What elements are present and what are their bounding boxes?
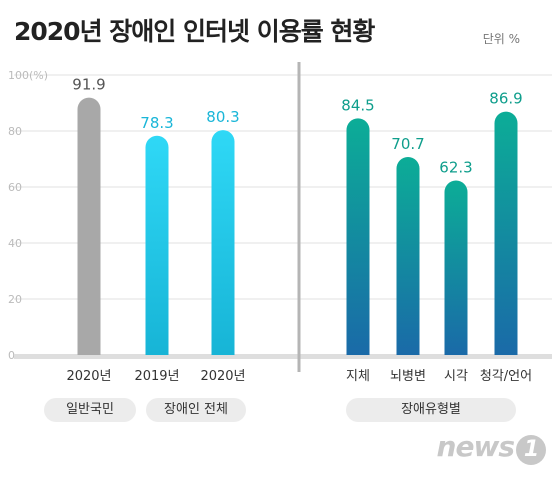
- value-label-2: 78.3: [140, 114, 173, 132]
- category-label-4: 지체: [346, 369, 370, 384]
- bar-2: [145, 135, 169, 355]
- logo-text: news: [436, 430, 515, 463]
- value-label-5: 70.7: [391, 135, 424, 153]
- page-title: 2020년 장애인 인터넷 이용률 현황: [14, 17, 375, 46]
- bar-5: [396, 157, 420, 355]
- bar-4: [346, 118, 370, 355]
- y-tick-label: 80: [8, 125, 22, 138]
- category-label-6: 시각: [444, 369, 468, 384]
- group-label-disability-type: 장애유형별: [346, 398, 516, 422]
- group-label-general: 일반국민: [44, 398, 136, 422]
- y-tick-label: 100(%): [8, 69, 48, 82]
- y-tick-label: 20: [8, 293, 22, 306]
- y-tick-label: 40: [8, 237, 22, 250]
- group-label-disabled-total: 장애인 전체: [146, 398, 246, 422]
- value-label-6: 62.3: [439, 159, 472, 177]
- value-label-3: 80.3: [206, 108, 239, 126]
- value-label-1: 91.9: [72, 76, 105, 94]
- bar-1: [77, 97, 101, 356]
- bar-3: [211, 130, 235, 355]
- logo-mark: 1: [516, 435, 546, 465]
- value-label-4: 84.5: [341, 96, 374, 114]
- category-label-1: 2020년: [66, 369, 111, 384]
- y-tick-label: 60: [8, 181, 22, 194]
- category-label-7: 청각/언어: [480, 369, 532, 384]
- bar-7: [494, 111, 518, 356]
- news1-logo: news 1: [437, 430, 546, 465]
- bar-6: [444, 180, 468, 355]
- category-label-5: 뇌병변: [390, 369, 426, 384]
- category-label-3: 2020년: [200, 369, 245, 384]
- category-label-2: 2019년: [134, 369, 179, 384]
- baseline: [14, 354, 552, 359]
- value-label-7: 86.9: [489, 90, 522, 108]
- y-tick-label: 0: [8, 349, 15, 362]
- unit-label: 단위 %: [482, 32, 520, 46]
